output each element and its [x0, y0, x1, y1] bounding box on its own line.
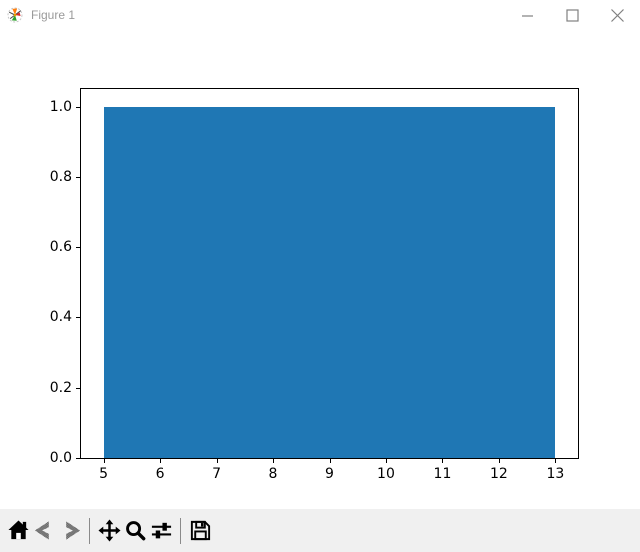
x-tick-label: 8	[268, 466, 278, 482]
bar	[103, 106, 556, 458]
toolbar-button-back[interactable]	[31, 515, 57, 547]
home-icon	[7, 520, 29, 540]
navigation-toolbar	[0, 509, 640, 552]
sliders-icon	[151, 522, 171, 539]
toolbar-button-save[interactable]	[187, 515, 213, 547]
toolbar-button-pan[interactable]	[96, 515, 122, 547]
matplotlib-logo-icon	[7, 7, 23, 23]
y-tick-mark	[76, 387, 80, 389]
maximize-icon	[566, 8, 579, 22]
pan-icon	[97, 519, 121, 542]
x-tick-label: 7	[212, 466, 221, 482]
x-tick-label: 10	[377, 466, 395, 482]
window-title: Figure 1	[31, 8, 76, 22]
x-tick-label: 6	[155, 466, 165, 482]
title-bar[interactable]: Figure 1	[0, 0, 640, 30]
x-tick-mark	[385, 459, 387, 463]
y-tick-label: 0.4	[49, 309, 72, 326]
y-tick-mark	[76, 317, 80, 319]
minimize-icon	[522, 14, 533, 17]
toolbar-button-zoom[interactable]	[122, 515, 148, 547]
zoom-rect-icon	[125, 521, 145, 541]
x-tick-mark	[160, 459, 162, 463]
y-tick-label: 0.8	[49, 168, 72, 185]
x-tick-label: 12	[490, 466, 508, 482]
x-tick-mark	[442, 459, 444, 463]
toolbar-button-forward[interactable]	[57, 515, 83, 547]
toolbar-separator	[180, 517, 181, 544]
y-tick-label: 1.0	[49, 98, 72, 115]
x-tick-label: 9	[325, 466, 334, 482]
x-tick-mark	[498, 459, 500, 463]
x-tick-mark	[216, 459, 218, 463]
x-tick-label: 13	[546, 466, 565, 482]
back-arrow-icon	[34, 521, 49, 540]
axes[interactable]: 5 6 7 8 9 10 11 12 13 0.0 0.2 0.4 0.6 0.8 1.0	[50, 88, 579, 482]
y-tick-label: 0.6	[49, 239, 72, 256]
x-tick-mark	[329, 459, 331, 463]
close-icon	[611, 8, 624, 22]
x-tick-mark	[273, 459, 275, 463]
x-tick-label: 5	[99, 466, 109, 482]
y-tick-label: 0.2	[49, 379, 72, 396]
toolbar-separator	[89, 517, 90, 544]
toolbar-button-home[interactable]	[5, 515, 31, 547]
x-tick-label: 11	[433, 466, 452, 482]
y-tick-mark	[76, 247, 80, 249]
x-tick-mark	[555, 459, 557, 463]
y-tick-mark	[76, 458, 80, 459]
figure-canvas[interactable]: 5 6 7 8 9 10 11 12 13 0.0 0.2 0.4 0.6 0.8 1.0	[0, 30, 640, 509]
close-button[interactable]	[595, 0, 640, 30]
y-tick-mark	[76, 176, 80, 178]
y-tick-label: 0.0	[49, 450, 72, 466]
toolbar-button-configure-subplots[interactable]	[148, 515, 174, 547]
forward-arrow-icon	[65, 521, 80, 540]
minimize-button[interactable]	[505, 0, 550, 30]
x-tick-mark	[103, 459, 105, 463]
y-tick-mark	[76, 106, 80, 108]
save-icon	[190, 520, 210, 541]
maximize-button[interactable]	[550, 0, 595, 30]
